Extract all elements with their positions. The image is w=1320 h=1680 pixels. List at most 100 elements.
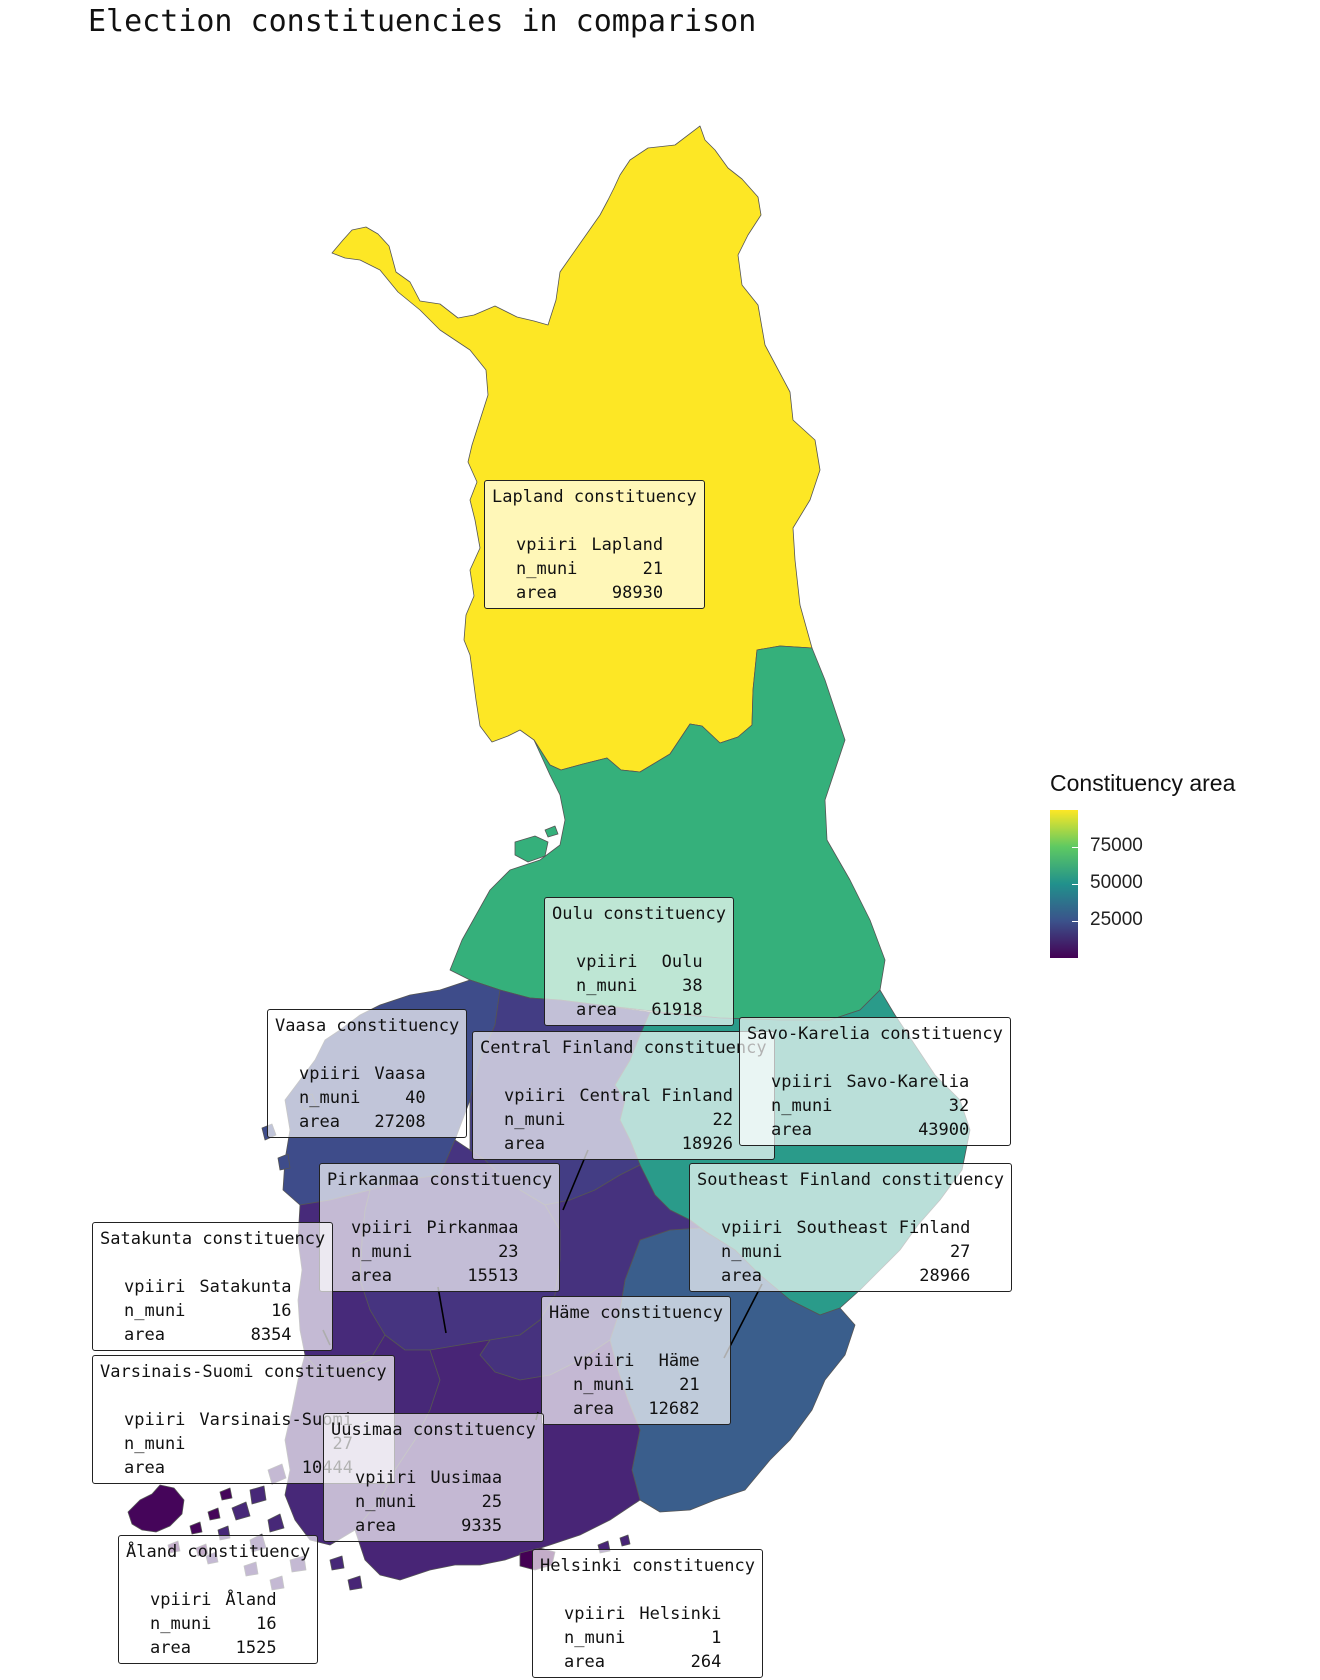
label-n-muni: 21 [642,559,664,579]
label-key-n-muni: n_muni [573,1375,635,1395]
island-aland-2 [207,1507,221,1521]
label-key-n-muni: n_muni [771,1096,833,1116]
label-vpiiri: Southeast Finland [796,1218,971,1238]
label-table: vpiiri Pirkanmaa n_muni 23 area 15513 [351,1216,519,1288]
label-key-n-muni: n_muni [355,1492,417,1512]
label-vpiiri: Vaasa [374,1064,426,1084]
label-title: Varsinais-Suomi constituency [100,1362,387,1382]
label-key-vpiiri: vpiiri [124,1277,186,1297]
label-title: Satakunta constituency [100,1229,326,1249]
legend-title: Constituency area [1050,770,1236,796]
label-key-n-muni: n_muni [150,1614,212,1634]
label-key-vpiiri: vpiiri [721,1218,783,1238]
label-n-muni: 21 [679,1375,700,1395]
label-key-vpiiri: vpiiri [771,1072,833,1092]
island-archipelago-4 [267,1513,285,1533]
label-n-muni: 22 [712,1110,733,1130]
leader-line-pirkanmaa [437,1286,447,1334]
label-key-area: area [355,1516,396,1536]
label-satakunta: Satakunta constituency vpiiri Satakunta n… [92,1222,334,1351]
label-key-vpiiri: vpiiri [576,952,638,972]
label-helsinki: Helsinki constituency vpiiri Helsinki n_m… [532,1549,763,1678]
label-table: vpiiri Satakunta n_muni 16 area 8354 [124,1275,292,1347]
label-area: 18926 [681,1134,733,1154]
label-key-n-muni: n_muni [721,1242,783,1262]
label-title: Uusimaa constituency [331,1420,536,1440]
label-n-muni: 1 [711,1628,722,1648]
label-key-vpiiri: vpiiri [351,1218,413,1238]
label-key-area: area [150,1638,191,1658]
legend-tick-25000: 25000 [1090,909,1143,930]
label-area: 12682 [648,1399,700,1419]
island-archipelago-3 [231,1501,251,1521]
label-table: vpiiri Åland n_muni 16 area 1525 [150,1588,277,1660]
label-n-muni: 16 [256,1614,277,1634]
label-title: Southeast Finland constituency [697,1170,1005,1190]
label-key-area: area [124,1325,165,1345]
label-n-muni: 32 [948,1096,970,1116]
label-n-muni: 16 [271,1301,292,1321]
island-aland-1 [189,1521,203,1535]
label-table: vpiiri Central Finland n_muni 22 area 18926 [504,1084,733,1156]
label-title: Åland constituency [126,1542,311,1562]
label-southeast-finland: Southeast Finland constituency vpiiri Sou… [689,1163,1013,1292]
label-n-muni: 38 [682,976,703,996]
label-area: 264 [690,1652,722,1672]
island-archipelago-10 [329,1555,345,1571]
label-vpiiri: Lapland [591,535,664,555]
label-vpiiri: Savo-Karelia [846,1072,970,1092]
label-vpiiri: Pirkanmaa [426,1218,519,1238]
label-key-n-muni: n_muni [564,1628,626,1648]
label-key-vpiiri: vpiiri [516,535,578,555]
map-title: Election constituencies in comparison [88,4,757,39]
label-n-muni: 23 [498,1242,519,1262]
legend-tick-75000: 75000 [1090,835,1143,856]
label-area: 28966 [919,1266,971,1286]
label-table: vpiiri Vaasa n_muni 40 area 27208 [299,1062,426,1134]
island-hailuoto [514,835,549,863]
label-title: Vaasa constituency [275,1016,460,1036]
label-key-vpiiri: vpiiri [504,1086,566,1106]
label-vpiiri: Satakunta [199,1277,292,1297]
label-key-area: area [504,1134,545,1154]
label-vpiiri: Central Finland [579,1086,733,1106]
label-vpiiri: Varsinais-Suomi [199,1410,353,1430]
label-hame: Häme constituency vpiiri Häme n_muni 21 ar… [541,1296,731,1425]
label-title: Savo-Karelia constituency [747,1024,1003,1044]
label-area: 61918 [651,1000,703,1020]
label-central-finland: Central Finland constituency vpiiri Centr… [472,1031,775,1160]
label-area: 27208 [374,1112,426,1132]
legend-tick-mark [1072,884,1078,885]
label-n-muni: 27 [949,1242,971,1262]
label-title: Häme constituency [549,1303,723,1323]
label-key-n-muni: n_muni [299,1088,361,1108]
island-uusimaa-2 [619,1534,631,1547]
label-oulu: Oulu constituency vpiiri Oulu n_muni 38 ar… [544,897,734,1026]
label-key-vpiiri: vpiiri [299,1064,361,1084]
label-key-area: area [573,1399,614,1419]
leader-line-central-finland [562,1149,589,1211]
label-pirkanmaa: Pirkanmaa constituency vpiiri Pirkanmaa n… [319,1163,561,1292]
label-area: 1525 [235,1638,277,1658]
label-key-n-muni: n_muni [516,559,578,579]
region-aland[interactable] [127,1484,185,1533]
label-title: Helsinki constituency [540,1556,755,1576]
label-key-vpiiri: vpiiri [573,1351,635,1371]
label-key-vpiiri: vpiiri [355,1468,417,1488]
label-vpiiri: Helsinki [639,1604,722,1624]
label-varsinais-suomi: Varsinais-Suomi constituency vpiiri Varsi… [92,1355,395,1484]
label-key-vpiiri: vpiiri [124,1410,186,1430]
label-area: 98930 [611,583,664,603]
label-vpiiri: Åland [225,1590,277,1610]
label-title: Lapland constituency [492,487,697,507]
label-key-area: area [771,1120,812,1140]
label-key-area: area [299,1112,340,1132]
label-table: vpiiri Helsinki n_muni 1 area 264 [564,1602,721,1674]
region-lapland[interactable] [331,125,821,773]
label-key-n-muni: n_muni [351,1242,413,1262]
legend-tick-mark [1072,847,1078,848]
label-key-area: area [564,1652,605,1672]
label-key-vpiiri: vpiiri [564,1604,626,1624]
label-key-n-muni: n_muni [124,1434,186,1454]
label-n-muni: 40 [405,1088,426,1108]
